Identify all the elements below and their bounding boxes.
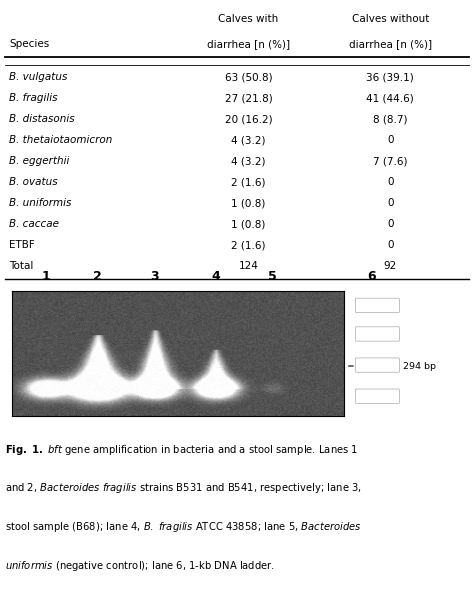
Text: B. uniformis: B. uniformis [9,198,72,208]
Text: 0: 0 [387,240,393,250]
Text: 0: 0 [387,219,393,229]
Text: $\mathit{uniformis}$ (negative control); lane 6, 1-kb DNA ladder.: $\mathit{uniformis}$ (negative control);… [5,558,275,572]
Text: B. eggerthii: B. eggerthii [9,157,70,166]
Text: $\mathbf{Fig.\ 1.}$ $\mathit{bft}$ gene amplification in bacteria and a stool sa: $\mathbf{Fig.\ 1.}$ $\mathit{bft}$ gene … [5,443,358,456]
Text: Total: Total [9,261,34,271]
Text: 6: 6 [367,270,376,283]
Text: Calves with: Calves with [219,15,279,24]
Text: 3: 3 [151,270,159,283]
Text: 2 (1.6): 2 (1.6) [231,240,266,250]
FancyBboxPatch shape [356,298,400,313]
Text: B. vulgatus: B. vulgatus [9,72,68,83]
Text: 8 (8.7): 8 (8.7) [373,114,408,124]
Text: 0: 0 [387,177,393,188]
Text: B. ovatus: B. ovatus [9,177,58,188]
Text: B. distasonis: B. distasonis [9,114,75,124]
Text: 1 (0.8): 1 (0.8) [231,198,266,208]
Text: 7 (7.6): 7 (7.6) [373,157,408,166]
Text: 63 (50.8): 63 (50.8) [225,72,273,83]
Text: B. fragilis: B. fragilis [9,93,58,103]
Text: ETBF: ETBF [9,240,35,250]
Text: 0: 0 [387,135,393,145]
FancyBboxPatch shape [356,327,400,341]
Text: 124: 124 [239,261,258,271]
FancyBboxPatch shape [356,389,400,403]
Text: 294 bp: 294 bp [403,362,436,370]
Text: 4: 4 [211,270,220,283]
Text: 92: 92 [383,261,397,271]
Text: Calves without: Calves without [352,15,429,24]
Text: 2 (1.6): 2 (1.6) [231,177,266,188]
Text: B. thetaiotaomicron: B. thetaiotaomicron [9,135,113,145]
Text: diarrhea [n (%)]: diarrhea [n (%)] [207,39,290,49]
Text: Species: Species [9,39,50,49]
Text: B. caccae: B. caccae [9,219,59,229]
Text: 1 (0.8): 1 (0.8) [231,219,266,229]
Text: 20 (16.2): 20 (16.2) [225,114,273,124]
Text: 41 (44.6): 41 (44.6) [366,93,414,103]
Text: 27 (21.8): 27 (21.8) [225,93,273,103]
Text: 4 (3.2): 4 (3.2) [231,157,266,166]
Text: 5: 5 [268,270,277,283]
Text: 2: 2 [93,270,102,283]
Text: and 2, $\mathit{Bacteroides\ fragilis}$ strains B531 and B541, respectively; lan: and 2, $\mathit{Bacteroides\ fragilis}$ … [5,481,362,495]
Text: 4 (3.2): 4 (3.2) [231,135,266,145]
Text: diarrhea [n (%)]: diarrhea [n (%)] [349,39,432,49]
Text: 1: 1 [42,270,51,283]
Text: stool sample (B68); lane 4, $\mathit{B.\ fragilis}$ ATCC 43858; lane 5, $\mathit: stool sample (B68); lane 4, $\mathit{B.\… [5,520,362,534]
FancyBboxPatch shape [356,358,400,372]
Text: 0: 0 [387,198,393,208]
Text: 36 (39.1): 36 (39.1) [366,72,414,83]
